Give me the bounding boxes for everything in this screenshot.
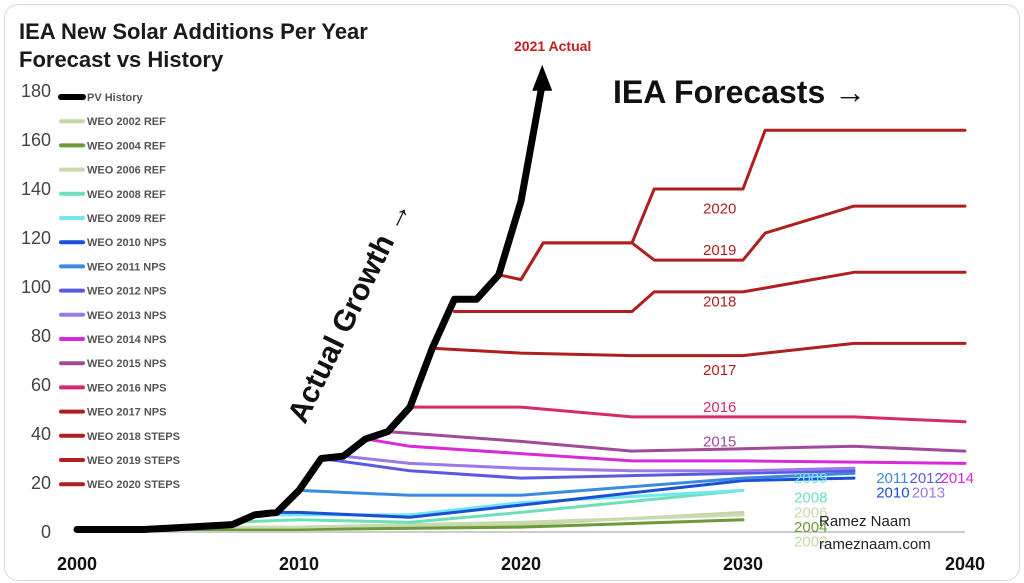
series-label: 2013 [912, 485, 945, 502]
legend-entry: WEO 2004 REF [87, 140, 166, 152]
series-line [186, 513, 745, 529]
series-label: 2004 [794, 519, 827, 536]
legend: PV History WEO 2002 REF WEO 2004 REF WEO 20… [58, 92, 180, 491]
x-tick-label: 2010 [279, 554, 319, 574]
chart-frame: IEA New Solar Additions Per Year Forecas… [4, 4, 1020, 581]
y-tick-label: 180 [21, 81, 51, 101]
legend-entry: WEO 2014 NPS [87, 334, 166, 346]
series-lines [73, 64, 967, 533]
series-label: 2006 [794, 504, 827, 521]
series-label: 2011 [876, 470, 908, 487]
series-line [142, 518, 745, 531]
y-tick-label: 140 [21, 179, 51, 199]
annotation-author: Ramez Naam [819, 513, 911, 530]
y-tick-label: 40 [31, 424, 51, 444]
series-label: 2016 [703, 399, 736, 416]
legend-entry: WEO 2012 NPS [87, 286, 166, 298]
series-line [430, 341, 967, 358]
y-tick-label: 20 [31, 473, 51, 493]
x-tick-label: 2040 [945, 554, 985, 574]
series-label: 2014 [941, 470, 974, 487]
annotation-iea-forecasts: IEA Forecasts → [613, 74, 866, 110]
legend-entry: WEO 2002 REF [87, 116, 166, 128]
legend-entry: PV History [87, 92, 144, 104]
series-line [253, 488, 745, 517]
x-tick-label: 2000 [57, 554, 97, 574]
chart-subtitle: Forecast vs History [19, 47, 224, 72]
chart-title-text: IEA New Solar Additions Per Year [19, 19, 368, 44]
legend-entry: WEO 2013 NPS [87, 310, 166, 322]
y-tick-label: 60 [31, 375, 51, 395]
series-label: 2017 [703, 362, 736, 379]
legend-entry: WEO 2009 REF [87, 213, 166, 225]
annotation-actual-growth: Actual Growth → [282, 195, 418, 428]
legend-entry: WEO 2008 REF [87, 189, 166, 201]
series-label: 2018 [703, 294, 736, 311]
legend-entry: WEO 2015 NPS [87, 358, 166, 370]
series-line [341, 454, 856, 473]
series-label: 2012 [910, 470, 943, 487]
y-tick-label: 160 [21, 130, 51, 150]
legend-entry: WEO 2006 REF [87, 165, 166, 177]
series-label: 2008 [794, 490, 827, 507]
series-label: 2009 [794, 470, 827, 487]
series-line [297, 471, 856, 497]
annotation-site: rameznaam.com [819, 536, 931, 553]
series-line [275, 476, 856, 519]
series-line [364, 437, 967, 465]
series-label: 2010 [876, 485, 909, 502]
y-tick-label: 100 [21, 277, 51, 297]
series-label: 2019 [703, 242, 736, 259]
y-tick-label: 0 [41, 522, 51, 542]
series-line [408, 405, 967, 424]
annotation-2021-actual: 2021 Actual [514, 38, 591, 54]
series-label: 2020 [703, 201, 736, 218]
y-tick-label: 80 [31, 326, 51, 346]
history-arrowhead [532, 64, 553, 91]
series-line [452, 270, 967, 313]
series-labels: 2020 2019 2018 2017 2016 2015 2009 200820062004… [703, 201, 974, 551]
legend-entry: WEO 2018 STEPS [87, 431, 180, 443]
series-line [230, 488, 745, 524]
legend-entry: WEO 2016 NPS [87, 382, 166, 394]
series-line [319, 457, 856, 480]
x-tick-label: 2030 [723, 554, 763, 574]
legend-entry: WEO 2017 NPS [87, 407, 166, 419]
series-label: 2002 [794, 534, 827, 551]
x-tick-label: 2020 [501, 554, 541, 574]
legend-entry: WEO 2019 STEPS [87, 455, 180, 467]
series-line [386, 430, 967, 453]
legend-entry: WEO 2011 NPS [87, 261, 166, 273]
series-line [73, 75, 547, 533]
series-label: 2015 [703, 433, 736, 450]
legend-entry: WEO 2010 NPS [87, 237, 166, 249]
series-line [519, 128, 967, 282]
chart-title: IEA New Solar Additions Per Year [19, 19, 368, 44]
y-tick-label: 120 [21, 228, 51, 248]
solar-additions-chart: IEA New Solar Additions Per Year Forecas… [19, 19, 985, 574]
legend-entry: WEO 2020 STEPS [87, 479, 180, 491]
